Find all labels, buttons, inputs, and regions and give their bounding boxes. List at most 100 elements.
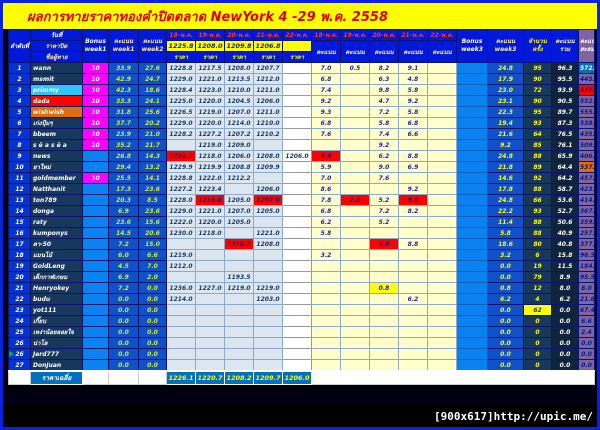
day-score-cell — [369, 359, 399, 372]
player-name-cell: เหง่าน้อยลอยใจ — [30, 326, 83, 338]
bonus-week3-cell — [456, 216, 488, 228]
day-score-cell — [427, 238, 457, 250]
score-week2-cell: 0.0 — [138, 348, 167, 360]
bonus-week3-cell — [456, 150, 488, 162]
price-guess-cell — [195, 249, 225, 261]
day-score-cell — [340, 216, 370, 228]
price-guess-cell — [282, 238, 312, 250]
row-number-cell: 14 — [8, 205, 31, 217]
price-guess-cell — [282, 359, 312, 372]
row-number-cell: 22 — [8, 293, 31, 305]
day-score-cell — [311, 359, 341, 372]
title-bar: ผลการทายราคาทองคำปิดตลาด NewYork 4 -29 พ… — [3, 3, 597, 29]
score-total-cell: 0.0 — [551, 337, 579, 349]
table-footer: ราคาเฉลี่ย 1226.1 1220.7 1208.2 1209.7 1… — [8, 370, 595, 385]
row-number-cell: 11 — [8, 172, 31, 184]
day-score-cell: 8.8 — [398, 150, 428, 162]
table-row: 17 ตา-50 7.2 15.0 1210.0 1208.0 9.8 8.8 18.6 80 40… — [8, 238, 595, 250]
price-guess-cell — [224, 326, 254, 338]
score-week2-cell: 14.3 — [138, 150, 167, 162]
bonus-week3-cell — [456, 73, 488, 85]
price-guess-cell — [282, 172, 312, 184]
score-week1-cell: 6.9 — [108, 271, 139, 283]
price-guess-cell: 1227.2 — [166, 183, 196, 195]
player-name-cell: s ě a s ě a — [30, 139, 83, 151]
score-total-cell: 40.9 — [551, 227, 579, 239]
price-guess-cell: 1206.0 — [253, 95, 283, 107]
price-guess-cell — [282, 304, 312, 316]
price-guess-cell — [195, 315, 225, 327]
row-number-cell: 26 — [8, 348, 31, 360]
score-week3-cell: 0.0 — [487, 337, 524, 349]
count-times-cell: 88 — [523, 183, 552, 195]
price-guess-cell: 1220.0 — [195, 95, 225, 107]
average-price-21: 1209.7 — [253, 370, 283, 385]
bonus-week1-cell: 10 — [82, 128, 109, 140]
table-row: 26 น่าโล 0.0 0.0 0.0 0 0.0 0.0 — [8, 337, 595, 349]
score-label-21: คะแนน — [398, 40, 428, 63]
average-price-22: 1206.0 — [282, 370, 312, 385]
bonus-week1-cell — [82, 282, 109, 294]
score-week3-cell: 18.6 — [487, 238, 524, 250]
score-cumulative-cell: 0.0 — [578, 337, 595, 349]
day-score-cell — [427, 359, 457, 372]
score-cumulative-cell: 21.6 — [578, 293, 595, 305]
price-guess-cell — [195, 304, 225, 316]
score-cumulative-cell: 8.0 — [578, 282, 595, 294]
row-number-cell: 13 — [8, 194, 31, 206]
table-row: 16 kumponys 14.5 20.6 1230.0 1218.0 1221.0 5.8 5… — [8, 227, 595, 239]
price-guess-cell: 1230.0 — [166, 227, 196, 239]
count-times-cell: 6 — [523, 249, 552, 261]
price-guess-cell: 1210.0 — [224, 238, 254, 250]
day-score-cell — [369, 249, 399, 261]
bonus-week1-cell — [82, 161, 109, 173]
score-cumulative-cell: 359.3 — [578, 216, 595, 228]
day-score-cell — [369, 315, 399, 327]
player-name-cell: bbeem — [30, 128, 83, 140]
score-week1-cell: 23.6 — [108, 216, 139, 228]
score-week3-cell: 22.3 — [487, 106, 524, 118]
price-guess-cell — [253, 172, 283, 184]
day-score-cell: 9.1 — [398, 62, 428, 74]
score-total-cell: 90.5 — [551, 95, 579, 107]
day-score-cell: 5.8 — [369, 117, 399, 129]
price-guess-cell — [282, 260, 312, 272]
score-week1-cell: 0.0 — [108, 348, 139, 360]
score-cumulative-cell: 423.8 — [578, 183, 595, 195]
score-week3-cell: 21.6 — [487, 128, 524, 140]
bonus-week1-cell: 10 — [82, 117, 109, 129]
score-total-cell: 65.9 — [551, 150, 579, 162]
day-score-cell — [311, 304, 341, 316]
results-table: ลำดับที่ วันที่ Bonus week1 คะแนน week1 คะ… — [8, 29, 595, 385]
col-header-cumulative: คะแนนสะสมฯ — [578, 29, 595, 63]
bonus-week3-cell — [456, 238, 488, 250]
table-row: 6 เก่งปุ้มๆ 10 37.7 20.2 1229.0 1220.0 1214.0 12… — [8, 117, 595, 129]
bottom-band: [900x617]http://upic.me/ — [3, 406, 597, 427]
row-number-cell: 8 — [8, 139, 31, 151]
count-times-cell: 64 — [523, 128, 552, 140]
day-score-cell — [340, 161, 370, 173]
score-cumulative-cell: 0.0 — [578, 348, 595, 360]
bonus-week3-cell — [456, 106, 488, 118]
table-row: 26 Jerd777 0.0 0.0 0.0 0 0.0 0.0 — [8, 348, 595, 360]
price-guess-cell — [282, 315, 312, 327]
day-score-cell — [340, 337, 370, 349]
day-score-cell: 6.8 — [311, 117, 341, 129]
player-name-cell: GoldLeng — [30, 260, 83, 272]
price-guess-cell — [166, 139, 196, 151]
day-score-cell: 7.4 — [311, 84, 341, 96]
score-total-cell: 11.5 — [551, 260, 579, 272]
day-score-cell: 7.6 — [369, 172, 399, 184]
score-week2-cell: 13.2 — [138, 161, 167, 173]
price-guess-cell: 1218.0 — [195, 227, 225, 239]
price-guess-cell — [166, 315, 196, 327]
day-score-cell — [398, 216, 428, 228]
score-week3-cell: 3.2 — [487, 249, 524, 261]
price-guess-cell — [166, 359, 196, 372]
row-number-cell: 10 — [8, 161, 31, 173]
score-week1-cell: 0.0 — [108, 359, 139, 372]
day-score-cell: 7.2 — [369, 106, 399, 118]
average-price-18: 1226.1 — [166, 370, 196, 385]
score-week2-cell: 20.6 — [138, 227, 167, 239]
score-cumulative-cell: 414.9 — [578, 194, 595, 206]
